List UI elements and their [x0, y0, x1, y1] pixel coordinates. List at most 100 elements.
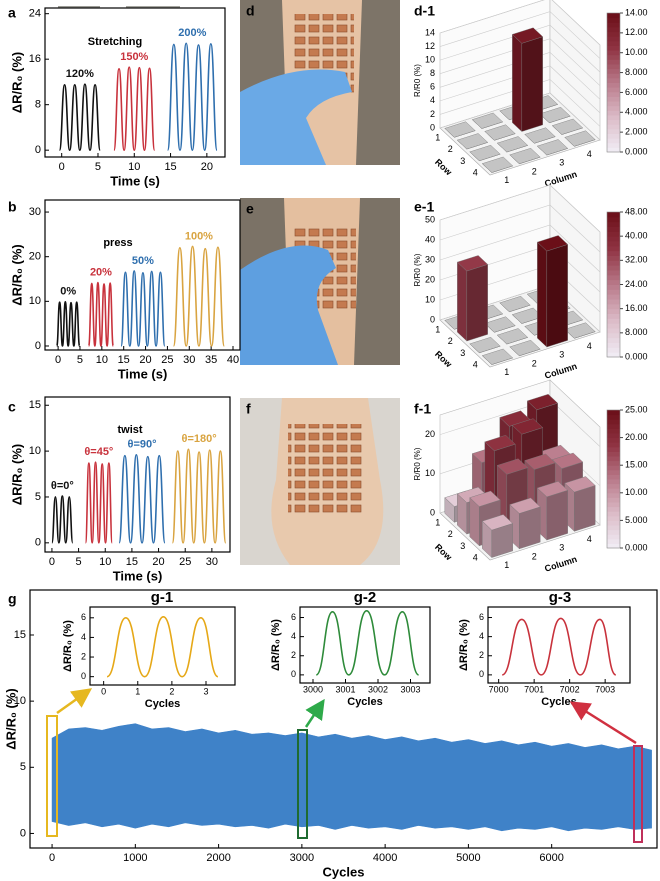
x-tick-label: 3003 [400, 684, 420, 694]
grid-line [439, 24, 601, 73]
x-tick-label: 0 [59, 161, 65, 173]
bar-top-face [496, 136, 529, 153]
y-axis-label: ΔR/R₀ (%) [9, 52, 24, 113]
bar-top-face [481, 514, 514, 531]
bar-front-face [546, 244, 568, 348]
x-axis-label: Cycles [347, 696, 382, 708]
colorbar-segment [607, 525, 620, 531]
bar-top-face [526, 393, 559, 411]
colorbar-segment [607, 45, 620, 51]
colorbar-segment [607, 284, 620, 290]
bar-top-face [469, 336, 501, 354]
colorbar-segment [607, 133, 620, 139]
series-label: 150% [120, 51, 148, 63]
colorbar-segment [607, 255, 620, 261]
colorbar-segment [607, 87, 620, 93]
inset-caption: twist [117, 424, 142, 436]
series-line [106, 616, 219, 678]
x-tick-label: 20 [139, 354, 151, 366]
x-axis-label: Cycles [323, 864, 365, 879]
x-tick-label: 3002 [368, 684, 388, 694]
x-tick-label: 10 [99, 556, 111, 568]
bar-left-face [457, 261, 467, 342]
colorbar-segment [607, 342, 620, 348]
column-tick-label: 4 [587, 341, 592, 351]
y-tick-label: 10 [29, 295, 41, 307]
colorbar-segment [607, 17, 620, 23]
x-tick-label: 7003 [595, 684, 615, 694]
colorbar-segment [607, 22, 620, 28]
inset-caption: press [103, 237, 132, 249]
bar-front-face [521, 36, 543, 132]
highlight-box [46, 715, 58, 837]
x-tick-label: 3 [203, 686, 208, 696]
colorbar-segment [607, 423, 620, 429]
colorbar-segment [607, 73, 620, 79]
grid-line [439, 11, 601, 59]
colorbar-segment [607, 446, 620, 452]
x-tick-label: 40 [227, 354, 239, 366]
z-tick-label: 0 [430, 314, 435, 324]
column-tick-label: 4 [587, 534, 592, 544]
y-tick-label: 0 [291, 669, 296, 679]
bar-top-face [444, 121, 476, 138]
bar [484, 316, 516, 333]
colorbar-segment [607, 313, 620, 319]
column-tick-label: 1 [504, 560, 509, 570]
colorbar-segment [607, 332, 620, 339]
panel-label: g-2 [354, 589, 377, 606]
bar [564, 130, 596, 147]
x-tick-label: 7001 [524, 684, 544, 694]
bar [471, 112, 504, 129]
colorbar-segment [607, 68, 620, 74]
x-tick-label: 3000 [290, 852, 314, 864]
colorbar-segment [607, 128, 620, 134]
x-tick-label: 20 [201, 161, 213, 173]
panel-label: c [8, 399, 16, 415]
colorbar-segment [607, 26, 620, 33]
colorbar-segment [607, 456, 620, 462]
y-axis-label: ΔR/R₀ (%) [3, 688, 18, 749]
x-tick-label: 5 [76, 556, 82, 568]
z-tick-label: 0 [430, 507, 435, 517]
series-line [501, 617, 617, 676]
z-axis-label: R/R0 (%) [413, 253, 422, 286]
x-tick-label: 10 [96, 354, 108, 366]
bar-top-face [471, 112, 504, 129]
x-axis-label: Time (s) [113, 568, 163, 583]
y-tick-label: 6 [81, 612, 86, 622]
colorbar-tick-label: 32.00 [625, 255, 648, 265]
bar-top-face [564, 130, 596, 147]
bar-top-face [509, 339, 541, 357]
x-tick-label: 20 [152, 556, 164, 568]
colorbar-segment [607, 105, 620, 111]
panel-label: f-1 [414, 401, 431, 417]
bar [536, 139, 569, 156]
colorbar-segment [607, 502, 620, 508]
panel-label: a [8, 5, 16, 21]
column-tick-label: 1 [504, 367, 509, 377]
colorbar-segment [607, 91, 620, 97]
colorbar-segment [607, 138, 620, 144]
highlight-box [297, 729, 308, 839]
colorbar-segment [607, 226, 620, 232]
y-tick-label: 0 [35, 144, 41, 156]
colorbar-segment [607, 328, 620, 334]
colorbar-segment [607, 433, 620, 439]
y-tick-label: 0 [35, 537, 41, 549]
grid-line [439, 204, 601, 253]
series-line [172, 245, 226, 347]
grid-line [439, 0, 601, 46]
pointer-arrow [56, 688, 93, 715]
bar-top-face [524, 127, 556, 144]
bar-top-face [481, 348, 514, 365]
signal-band [51, 723, 652, 832]
bar [564, 322, 596, 339]
bar-top-face [499, 295, 531, 313]
y-tick-label: 24 [29, 8, 41, 20]
series-label: 0% [60, 286, 76, 298]
y-tick-label: 15 [29, 399, 41, 411]
colorbar-segment [607, 294, 620, 300]
row-tick-label: 1 [435, 324, 440, 334]
colorbar-tick-label: 25.00 [625, 404, 648, 414]
